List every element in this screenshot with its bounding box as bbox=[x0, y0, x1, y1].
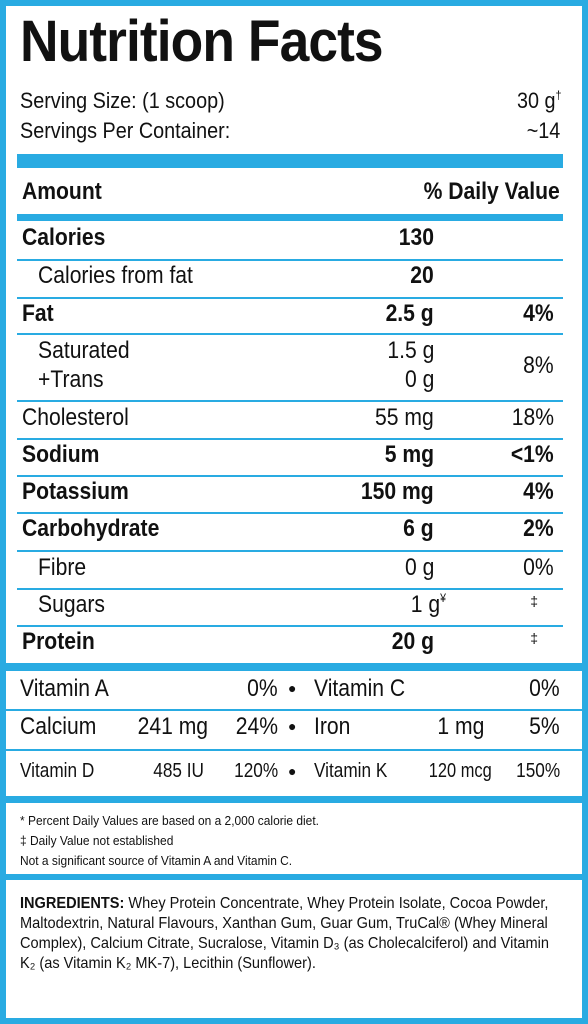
row-label-trans: +Trans bbox=[38, 366, 104, 393]
bullet-icon: ● bbox=[288, 680, 297, 696]
vitamin-a-dv: 0% bbox=[247, 675, 278, 702]
iron-name: Iron bbox=[314, 713, 351, 740]
vitamin-d-dv: 120% bbox=[234, 760, 278, 782]
divider-footnotes bbox=[6, 796, 582, 803]
row-label-calories-from-fat: Calories from fat bbox=[38, 262, 193, 289]
row-divider bbox=[17, 475, 563, 477]
row-dv-sodium: <1% bbox=[511, 441, 554, 468]
ingredients-label: INGREDIENTS: bbox=[20, 895, 125, 912]
row-divider bbox=[17, 625, 563, 627]
yen-mark: ¥ bbox=[440, 591, 446, 605]
row-divider bbox=[17, 400, 563, 402]
row-label-cholesterol: Cholesterol bbox=[22, 404, 129, 431]
iron-amount: 1 mg bbox=[437, 713, 484, 740]
vitamin-k-amount: 120 mcg bbox=[429, 760, 492, 782]
iron-dv: 5% bbox=[529, 713, 560, 740]
row-dv-fat: 4% bbox=[523, 300, 554, 327]
divider-ingredients bbox=[6, 874, 582, 880]
divider-vitamins bbox=[6, 663, 582, 671]
row-amount-fibre: 0 g bbox=[404, 554, 434, 581]
row-divider bbox=[6, 749, 582, 751]
row-divider bbox=[17, 438, 563, 440]
serving-size-value: 30 g† bbox=[517, 88, 562, 113]
row-dv-potassium: 4% bbox=[523, 478, 554, 505]
row-amount-saturated: 1.5 g bbox=[387, 337, 434, 364]
vitamin-k-name: Vitamin K bbox=[314, 760, 388, 782]
vitamin-c-dv: 0% bbox=[529, 675, 560, 702]
ingredients-list: Whey Protein Concentrate, Whey Protein I… bbox=[20, 895, 549, 972]
panel-title: Nutrition Facts bbox=[20, 9, 384, 74]
row-divider bbox=[17, 550, 563, 552]
row-amount-potassium: 150 mg bbox=[361, 478, 434, 505]
row-divider bbox=[17, 297, 563, 299]
servings-value: ~14 bbox=[526, 118, 560, 143]
row-label-protein: Protein bbox=[22, 628, 95, 655]
row-dv-sugars: ‡ bbox=[530, 593, 538, 609]
row-divider bbox=[17, 259, 563, 261]
vitamin-k-dv: 150% bbox=[516, 760, 560, 782]
vitamin-a-name: Vitamin A bbox=[20, 675, 109, 702]
servings-label: Servings Per Container: bbox=[20, 118, 231, 143]
row-amount-calories: 130 bbox=[398, 224, 434, 251]
daily-value-header: % Daily Value bbox=[423, 178, 560, 205]
row-amount-sodium: 5 mg bbox=[384, 441, 434, 468]
row-divider bbox=[6, 709, 582, 711]
vitamin-d-amount: 485 IU bbox=[153, 760, 204, 782]
row-label-calories: Calories bbox=[22, 224, 106, 251]
amount-header: Amount bbox=[22, 178, 102, 205]
footnote-not-significant: Not a significant source of Vitamin A an… bbox=[20, 853, 293, 868]
calcium-name: Calcium bbox=[20, 713, 97, 740]
calcium-dv: 24% bbox=[235, 713, 278, 740]
row-label-sugars: Sugars bbox=[38, 591, 105, 618]
bullet-icon: ● bbox=[288, 718, 297, 734]
row-label-sodium: Sodium bbox=[22, 441, 100, 468]
vitamin-d-name: Vitamin D bbox=[20, 760, 95, 782]
row-divider bbox=[17, 588, 563, 590]
row-label-saturated: Saturated bbox=[38, 337, 130, 364]
row-amount-protein: 20 g bbox=[391, 628, 434, 655]
row-divider bbox=[17, 512, 563, 514]
divider-thick bbox=[17, 154, 563, 168]
vitamin-c-name: Vitamin C bbox=[314, 675, 406, 702]
row-amount-cholesterol: 55 mg bbox=[375, 404, 434, 431]
row-amount-carbohydrate: 6 g bbox=[403, 515, 434, 542]
footnote-not-established: ‡ Daily Value not established bbox=[20, 833, 174, 848]
row-amount-calories-from-fat: 20 bbox=[410, 262, 434, 289]
row-label-carbohydrate: Carbohydrate bbox=[22, 515, 160, 542]
row-label-fibre: Fibre bbox=[38, 554, 87, 581]
dagger-mark: † bbox=[555, 88, 562, 102]
divider-medium bbox=[17, 214, 563, 221]
row-divider bbox=[17, 333, 563, 335]
calcium-amount: 241 mg bbox=[137, 713, 208, 740]
row-dv-fibre: 0% bbox=[523, 554, 554, 581]
row-dv-protein: ‡ bbox=[530, 630, 538, 646]
row-amount-sugars: 1 g¥ bbox=[410, 591, 446, 618]
bullet-icon: ● bbox=[288, 763, 297, 779]
row-amount-fat: 2.5 g bbox=[385, 300, 434, 327]
row-dv-cholesterol: 18% bbox=[511, 404, 554, 431]
row-label-fat: Fat bbox=[22, 300, 54, 327]
serving-size-label: Serving Size: (1 scoop) bbox=[20, 88, 225, 113]
row-dv-carbohydrate: 2% bbox=[523, 515, 554, 542]
row-amount-trans: 0 g bbox=[404, 366, 434, 393]
ingredients-text: INGREDIENTS: Whey Protein Concentrate, W… bbox=[20, 894, 559, 974]
row-label-potassium: Potassium bbox=[22, 478, 129, 505]
footnote-daily-values: * Percent Daily Values are based on a 2,… bbox=[20, 813, 319, 828]
row-dv-saturated: 8% bbox=[523, 352, 554, 379]
